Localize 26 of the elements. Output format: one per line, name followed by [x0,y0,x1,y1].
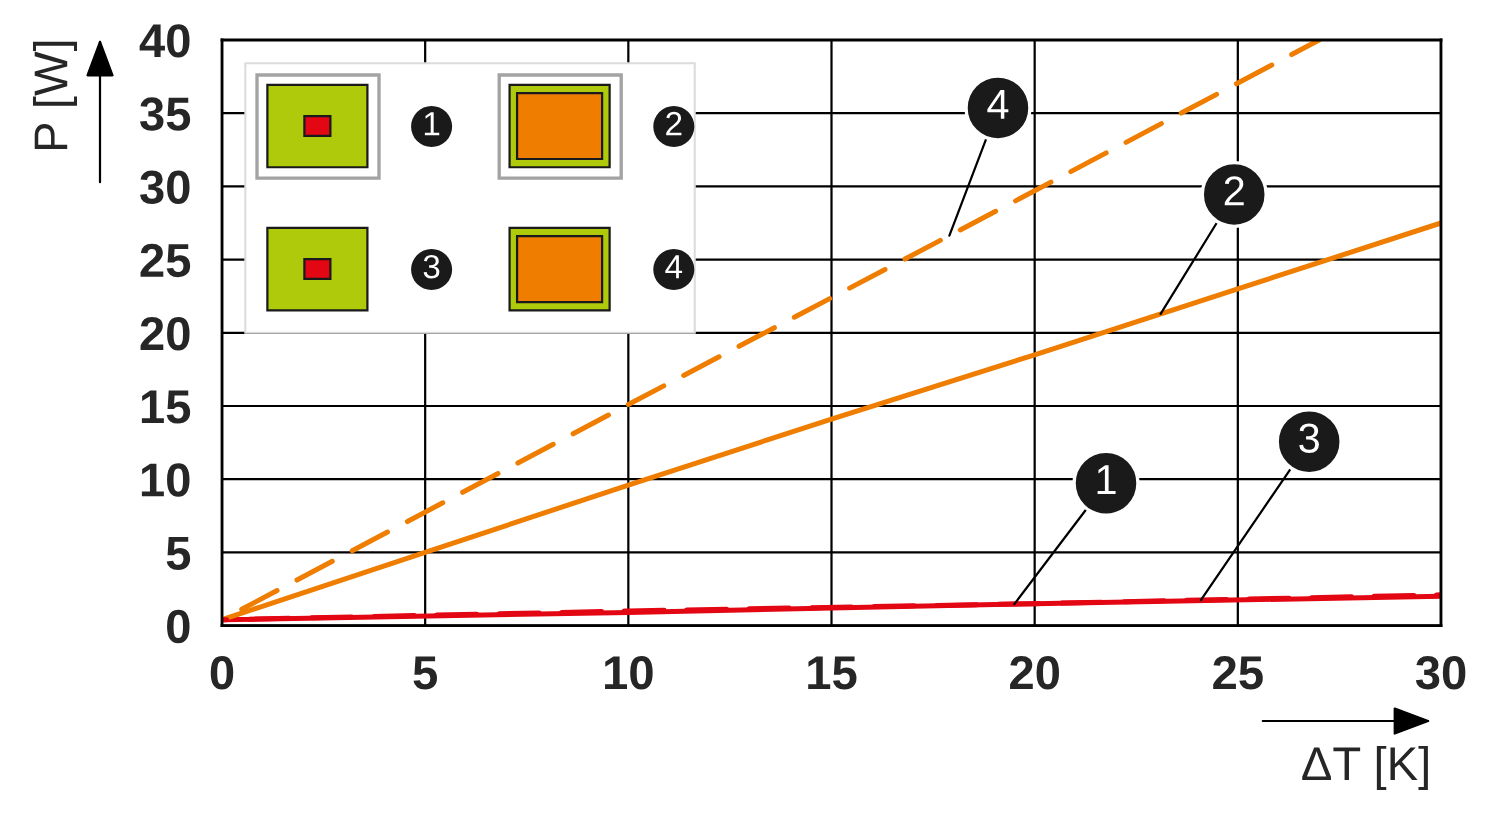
y-tick-label: 5 [166,537,191,570]
text: 1 [1097,465,1116,495]
text: 3 [1299,423,1319,453]
y-tick-label: 15 [141,390,191,424]
y-tick-label: 20 [140,316,190,351]
y-axis-title: P [W] [32,41,78,150]
y-tick-label: 25 [140,243,191,278]
text: 1 [424,112,440,136]
y-tick-label: 10 [141,463,190,497]
x-tick-label: 25 [1213,656,1263,690]
y-tick-label: 0 [167,609,190,644]
x-tick-label: 15 [808,656,857,690]
x-axis-title: ΔT [K] [1302,745,1428,790]
x-tick-label: 20 [1010,656,1059,690]
legend-label: 2 [666,111,682,136]
y-tick-label: 40 [139,24,190,58]
x-tick-label: 5 [413,656,437,690]
text: 4 [987,89,1009,119]
x-tick-label: 30 [1415,656,1466,690]
y-tick-label: 30 [140,170,190,205]
x-tick-label: 10 [605,656,653,690]
text: 2 [1224,176,1244,206]
legend-label: 4 [665,255,683,279]
text: 3 [423,254,440,279]
y-tick-label: 35 [140,97,191,131]
x-tick-label: 0 [210,656,234,690]
